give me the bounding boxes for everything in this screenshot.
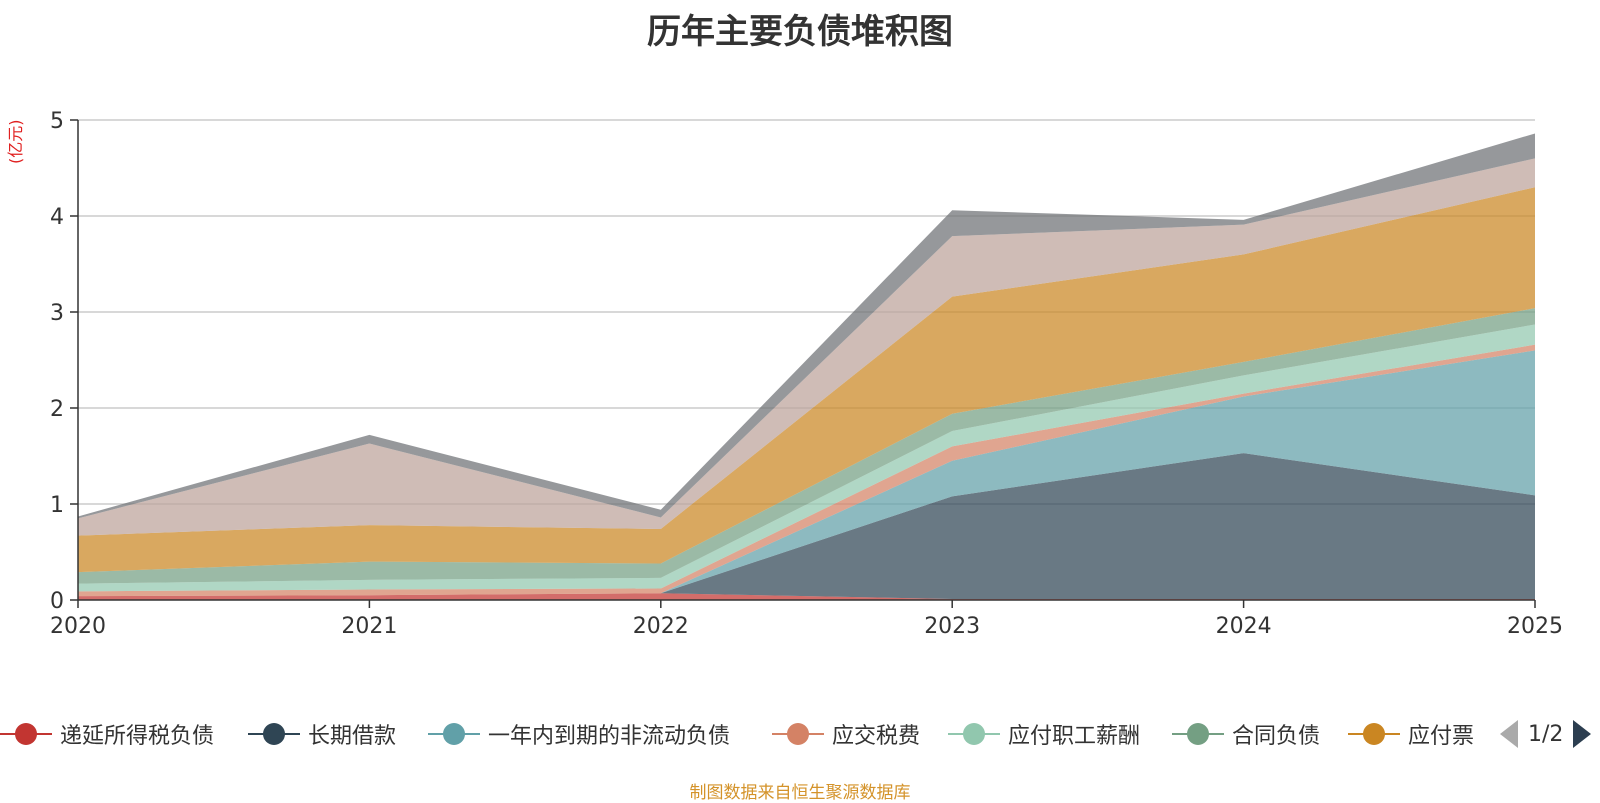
legend-marker-icon: [1348, 722, 1400, 746]
legend-marker-icon: [948, 722, 1000, 746]
area-series-4: [78, 324, 1535, 592]
x-tick-label: 2020: [50, 614, 106, 639]
legend-pager: 1/2: [1500, 712, 1592, 756]
legend-item[interactable]: 一年内到期的非流动负债: [428, 712, 730, 756]
area-series-7: [78, 158, 1535, 536]
legend-item[interactable]: 合同负债: [1172, 712, 1320, 756]
legend-next-page-button[interactable]: [1573, 720, 1592, 748]
area-series-1: [78, 453, 1535, 600]
legend-label: 应付票: [1408, 724, 1475, 749]
legend-marker-icon: [772, 722, 824, 746]
area-series-2: [78, 350, 1535, 597]
y-tick-label: 5: [50, 109, 64, 134]
legend-label: 合同负债: [1232, 724, 1321, 749]
x-tick-label: 2025: [1507, 614, 1563, 639]
y-tick-label: 4: [50, 205, 64, 230]
legend-item[interactable]: 递延所得税负债: [0, 712, 214, 756]
legend-marker-icon: [1172, 722, 1224, 746]
legend-marker-icon: [0, 722, 52, 746]
legend-label: 一年内到期的非流动负债: [488, 724, 731, 749]
legend-label: 递延所得税负债: [60, 724, 215, 749]
area-series-8: [78, 133, 1535, 519]
x-tick-label: 2023: [924, 614, 980, 639]
legend-item[interactable]: 应付职工薪酬: [948, 712, 1140, 756]
source-note: 制图数据来自恒生聚源数据库: [689, 783, 911, 803]
y-tick-label: 2: [50, 397, 64, 422]
y-tick-label: 1: [50, 493, 64, 518]
y-tick-label: 0: [50, 589, 64, 614]
legend-label: 长期借款: [308, 724, 397, 749]
legend-marker-icon: [428, 722, 480, 746]
chart-title: 历年主要负债堆积图: [647, 12, 953, 52]
legend-page-indicator: 1/2: [1528, 721, 1564, 747]
legend-item[interactable]: 应交税费: [772, 712, 920, 756]
legend-label: 应付职工薪酬: [1008, 724, 1141, 749]
legend-label: 应交税费: [832, 724, 921, 749]
legend-item[interactable]: 长期借款: [248, 712, 396, 756]
legend-item[interactable]: 应付票: [1348, 712, 1474, 756]
area-series-0: [78, 593, 1535, 600]
x-tick-label: 2024: [1216, 614, 1272, 639]
area-series-3: [78, 344, 1535, 597]
y-tick-label: 3: [50, 301, 64, 326]
legend-marker-icon: [248, 722, 300, 746]
x-tick-label: 2021: [341, 614, 397, 639]
area-series-5: [78, 308, 1535, 584]
x-tick-label: 2022: [633, 614, 689, 639]
stacked-area-chart: 0 1 2 3 4 5 2020 2021 2022 2023 2024 2025: [50, 109, 1563, 639]
legend-prev-page-button[interactable]: [1500, 720, 1518, 748]
area-series-6: [78, 187, 1535, 573]
legend: 递延所得税负债 长期借款 一年内到期的非流动负债 应交税费 应付职工薪酬 合同负债 应付票: [0, 712, 1600, 756]
